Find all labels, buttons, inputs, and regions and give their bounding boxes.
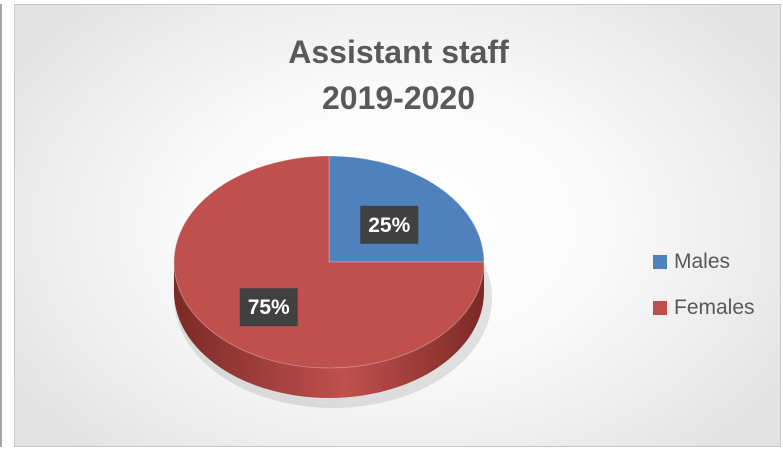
data-label-males: 25% — [368, 214, 410, 237]
data-label-females: 75% — [248, 296, 290, 319]
page-left-border — [0, 4, 2, 447]
data-label-box-females — [239, 288, 298, 327]
chart-title: Assistant staff 2019-2020 — [15, 29, 780, 121]
pie-chart: 25% 75% — [173, 155, 492, 408]
legend: Males Females — [653, 249, 755, 341]
legend-swatch-males — [653, 255, 667, 269]
data-label-box-males — [360, 205, 419, 244]
legend-label-females: Females — [674, 296, 755, 319]
legend-item-males: Males — [653, 249, 755, 275]
legend-label-males: Males — [674, 250, 731, 273]
pie-side-females — [174, 262, 484, 398]
legend-item-females: Females — [653, 295, 755, 321]
chart-area: Assistant staff 2019-2020 25% 75% Males F… — [14, 4, 781, 447]
chart-title-line-2: 2019-2020 — [321, 80, 476, 116]
chart-title-line-1: Assistant staff — [288, 34, 509, 70]
legend-swatch-females — [653, 301, 667, 315]
